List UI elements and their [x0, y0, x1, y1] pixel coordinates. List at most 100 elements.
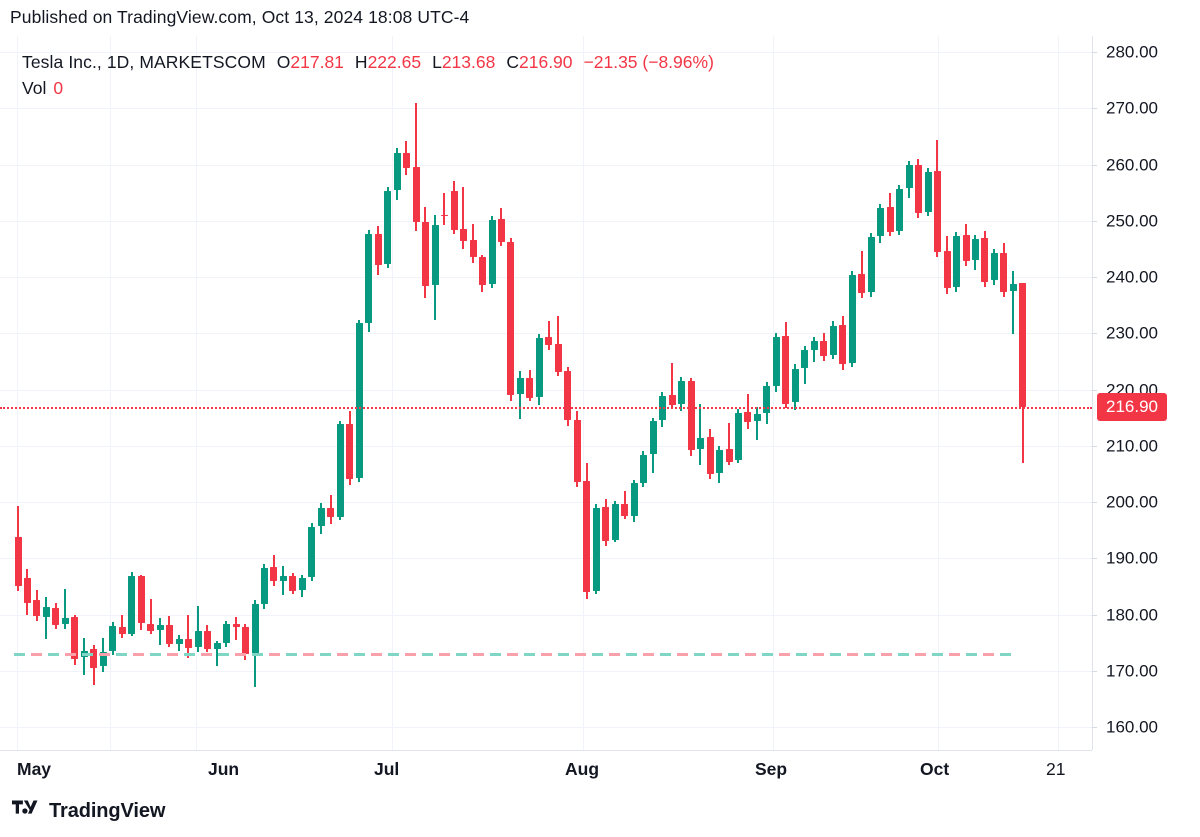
- horizontal-gridline: [0, 333, 1092, 334]
- price-axis-tick: [1092, 165, 1097, 166]
- candle-body: [925, 171, 932, 212]
- candle-wick: [519, 370, 521, 419]
- legend-low-label: L: [432, 52, 442, 72]
- candle-wick: [548, 320, 550, 350]
- candle-body: [176, 639, 183, 644]
- candle-body: [1000, 252, 1007, 292]
- legend-symbol[interactable]: Tesla Inc., 1D, MARKETSCOM: [22, 52, 266, 72]
- candle-body: [489, 219, 496, 284]
- candle-body: [583, 481, 590, 592]
- chart-plot-area[interactable]: [0, 36, 1092, 750]
- candle-wick: [756, 406, 758, 440]
- candle-wick: [1012, 271, 1014, 334]
- candle-body: [963, 234, 970, 262]
- horizontal-gridline: [0, 502, 1092, 503]
- candle-body: [858, 273, 865, 293]
- candle-body: [953, 235, 960, 288]
- candle-body: [204, 630, 211, 650]
- price-axis-label: 250.00: [1106, 211, 1158, 231]
- candle-body: [384, 190, 391, 264]
- candle-body: [887, 207, 894, 232]
- candle-body: [545, 337, 552, 345]
- candle-body: [422, 221, 429, 286]
- candle-body: [906, 165, 913, 188]
- price-axis-label: 190.00: [1106, 548, 1158, 568]
- price-axis-tick: [1092, 277, 1097, 278]
- horizontal-gridline: [0, 108, 1092, 109]
- price-axis-label: 240.00: [1106, 267, 1158, 287]
- candle-body: [896, 188, 903, 231]
- candle-body: [621, 503, 628, 517]
- candle-body: [1019, 282, 1026, 407]
- price-axis-tick: [1092, 108, 1097, 109]
- candle-body: [707, 437, 714, 474]
- candle-body: [15, 537, 22, 586]
- candle-body: [735, 412, 742, 461]
- candle-body: [261, 567, 268, 604]
- horizontal-gridline: [0, 221, 1092, 222]
- candle-body: [100, 651, 107, 667]
- candle-body: [327, 508, 334, 518]
- price-axis-tick: [1092, 615, 1097, 616]
- time-axis-label: 21: [1046, 759, 1066, 779]
- candle-wick: [443, 192, 445, 226]
- candle-body: [849, 274, 856, 363]
- candle-body: [403, 152, 410, 168]
- tradingview-brand-label: TradingView: [49, 800, 166, 822]
- candle-body: [413, 166, 420, 223]
- time-axis-label: Jul: [374, 759, 400, 779]
- candle-body: [233, 623, 240, 628]
- price-axis-label: 200.00: [1106, 492, 1158, 512]
- candle-body: [128, 576, 135, 635]
- horizontal-gridline: [0, 390, 1092, 391]
- candle-body: [650, 421, 657, 455]
- candle-body: [877, 208, 884, 236]
- legend-high-value: 222.65: [367, 52, 422, 72]
- candle-body: [820, 340, 827, 356]
- candle-body: [669, 395, 676, 405]
- candle-body: [356, 323, 363, 478]
- time-axis-label: Aug: [565, 759, 600, 779]
- price-axis-divider: [1092, 36, 1093, 750]
- price-axis-label: 180.00: [1106, 605, 1158, 624]
- current-price-tag[interactable]: 216.90: [1097, 392, 1167, 421]
- candle-body: [574, 419, 581, 482]
- candle-wick: [728, 423, 730, 466]
- candle-wick: [121, 614, 123, 639]
- vertical-gridline: [583, 36, 584, 750]
- price-axis-tick: [1092, 446, 1097, 447]
- candle-body: [147, 623, 154, 632]
- price-axis-label: 230.00: [1106, 323, 1158, 343]
- time-axis[interactable]: May Jun Jul Aug Sep Oct 21: [0, 750, 1200, 792]
- candle-body: [934, 170, 941, 252]
- candle-wick: [671, 362, 673, 407]
- price-chart[interactable]: 280.00 270.00 260.00 250.00 240.00 230.00 220.…: [0, 36, 1200, 750]
- price-axis-label: 170.00: [1106, 661, 1158, 681]
- candle-body: [185, 639, 192, 648]
- candle-body: [526, 377, 533, 398]
- candle-body: [62, 618, 69, 625]
- horizontal-gridline: [0, 446, 1092, 447]
- candle-body: [839, 325, 846, 364]
- candle-body: [981, 238, 988, 282]
- price-axis-label: 160.00: [1106, 717, 1158, 737]
- current-price-line: [0, 406, 1092, 409]
- candle-body: [697, 437, 704, 449]
- support-level-line[interactable]: [14, 652, 1012, 656]
- candle-body: [763, 386, 770, 414]
- candle-body: [109, 626, 116, 652]
- candle-body: [460, 229, 467, 241]
- vertical-gridline: [938, 36, 939, 750]
- candle-wick: [187, 614, 189, 659]
- price-axis-tick: [1092, 671, 1097, 672]
- horizontal-gridline: [0, 615, 1092, 616]
- candle-body: [308, 526, 315, 578]
- legend-volume-row: Vol 0: [22, 75, 714, 101]
- price-axis-tick: [1092, 727, 1097, 728]
- candle-body: [640, 455, 647, 483]
- candle-body: [972, 238, 979, 261]
- candle-body: [782, 336, 789, 404]
- legend-low-value: 213.68: [441, 52, 496, 72]
- candle-body: [166, 624, 173, 645]
- candle-body: [564, 370, 571, 421]
